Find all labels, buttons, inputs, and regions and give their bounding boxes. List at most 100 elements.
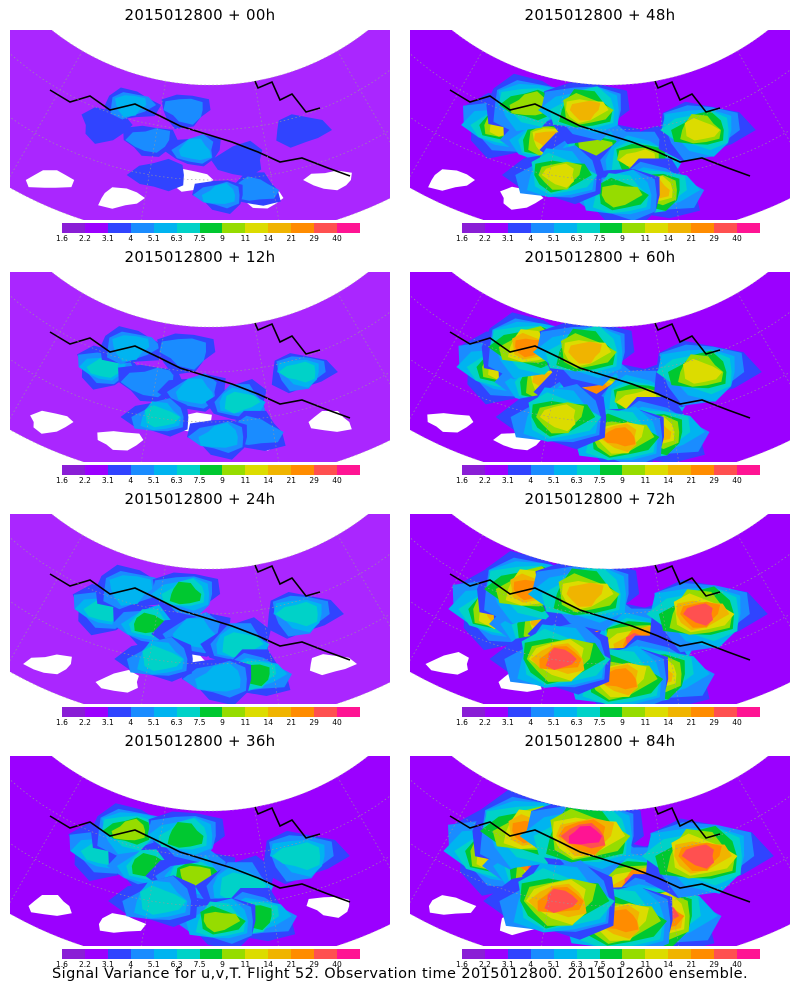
colorbar-label: 2.2 <box>78 234 91 243</box>
colorbar-label: 40 <box>332 234 342 243</box>
colorbar-label: 1.6 <box>456 234 468 243</box>
map-panel-36h: 2015012800 + 36h 1.6 2.2 3.1 4 5.1 6.3 7.5 9 11 14… <box>0 726 400 970</box>
variance-field <box>410 756 790 946</box>
colorbar-swatch <box>668 465 692 475</box>
colorbar-label: 21 <box>686 960 696 969</box>
colorbar-swatch <box>484 465 508 475</box>
colorbar-swatch <box>199 465 223 475</box>
colorbar-label: 21 <box>286 718 296 727</box>
colorbar-swatch <box>222 465 246 475</box>
colorbar-label: 29 <box>709 718 719 727</box>
colorbar-swatch <box>268 465 292 475</box>
colorbar-swatch <box>291 223 315 233</box>
colorbar-label: 5.1 <box>547 234 560 243</box>
coastline <box>49 815 351 903</box>
colorbar-label: 4 <box>128 718 134 727</box>
colorbar-swatch <box>645 707 669 717</box>
colorbar-swatch <box>199 707 223 717</box>
colorbar-label: 2.2 <box>478 960 491 969</box>
colorbar-label: 3.1 <box>101 234 114 243</box>
colorbar-swatch <box>553 465 577 475</box>
colorbar-label: 29 <box>709 960 719 969</box>
map-panel-0h: 2015012800 + 00h 1.6 2.2 3.1 4 5.1 6.3 7.5 9 11 14… <box>0 0 400 244</box>
colorbar-label: 1.6 <box>56 234 68 243</box>
colorbar-label: 14 <box>263 960 274 969</box>
colorbar-label: 40 <box>332 476 342 485</box>
colorbar-labels: 1.6 2.2 3.1 4 5.1 6.3 7.5 9 11 14 21 29 40 <box>456 960 760 970</box>
colorbar-label: 9 <box>220 718 225 727</box>
coastline <box>49 331 351 419</box>
colorbar-label: 2.2 <box>478 718 491 727</box>
colorbar-label: 40 <box>732 476 742 485</box>
colorbar-swatch <box>530 707 554 717</box>
colorbar-swatch <box>268 949 292 959</box>
colorbar-label: 21 <box>686 234 696 243</box>
colorbar-label: 4 <box>128 960 134 969</box>
colorbar-swatch <box>691 223 715 233</box>
coastline <box>449 573 751 661</box>
colorbar-label: 21 <box>286 234 296 243</box>
colorbar-swatch <box>668 707 692 717</box>
colorbar-label: 14 <box>663 476 674 485</box>
colorbar-swatch <box>84 707 108 717</box>
colorbar-label: 9 <box>620 960 625 969</box>
colorbar-label: 5.1 <box>147 960 160 969</box>
colorbar-labels: 1.6 2.2 3.1 4 5.1 6.3 7.5 9 11 14 21 29 40 <box>56 960 360 970</box>
colorbar-label: 7.5 <box>593 234 606 243</box>
colorbar-labels: 1.6 2.2 3.1 4 5.1 6.3 7.5 9 11 14 21 29 40 <box>56 234 360 244</box>
colorbar-label: 3.1 <box>501 960 514 969</box>
colorbar-label: 1.6 <box>56 476 68 485</box>
colorbar-label: 11 <box>240 476 251 485</box>
colorbar-label: 6.3 <box>170 960 183 969</box>
colorbar-label: 5.1 <box>147 476 160 485</box>
colorbar-swatch <box>62 949 85 959</box>
colorbar-swatch <box>645 949 669 959</box>
colorbar-swatch <box>507 707 531 717</box>
colorbar-swatch <box>130 223 154 233</box>
map-panel-84h: 2015012800 + 84h 1.6 2.2 3.1 4 5.1 6.3 7.5 9 11 14… <box>400 726 800 970</box>
colorbar-swatch <box>530 949 554 959</box>
colorbar-label: 4 <box>528 718 534 727</box>
colorbar <box>462 707 760 717</box>
colorbar-swatch <box>599 465 623 475</box>
colorbar-swatch <box>530 223 554 233</box>
colorbar <box>62 949 360 959</box>
colorbar-swatch <box>737 223 760 233</box>
colorbar-swatch <box>291 707 315 717</box>
variance-field <box>410 272 790 462</box>
colorbar-swatch <box>576 949 600 959</box>
colorbar-swatch <box>622 949 646 959</box>
colorbar-swatch <box>199 223 223 233</box>
colorbar-swatch <box>622 223 646 233</box>
colorbar-swatch <box>599 223 623 233</box>
colorbar-label: 40 <box>332 960 342 969</box>
colorbar-label: 1.6 <box>56 960 68 969</box>
figure-caption: Signal Variance for u,v,T. Flight 52. Ob… <box>52 966 748 982</box>
variance-field <box>10 514 390 704</box>
colorbar-swatch <box>645 223 669 233</box>
colorbar-swatch <box>337 223 360 233</box>
colorbar-label: 1.6 <box>56 718 68 727</box>
panel-title: 2015012800 + 36h <box>124 732 276 750</box>
colorbar-swatch <box>107 223 131 233</box>
colorbar-swatch <box>691 707 715 717</box>
colorbar-swatch <box>245 949 269 959</box>
colorbar-label: 21 <box>286 960 296 969</box>
variance-map <box>10 756 390 946</box>
variance-field <box>10 756 390 946</box>
colorbar-swatch <box>337 949 360 959</box>
colorbar-label: 3.1 <box>501 476 514 485</box>
map-panel-12h: 2015012800 + 12h 1.6 2.2 3.1 4 5.1 6.3 7.5 9 11 14… <box>0 242 400 485</box>
map-panel-72h: 2015012800 + 72h 1.6 2.2 3.1 4 5.1 6.3 7.5 9 11 14… <box>400 484 800 727</box>
colorbar-swatch <box>668 223 692 233</box>
colorbar-swatch <box>291 465 315 475</box>
colorbar-swatch <box>62 707 85 717</box>
colorbar-swatch <box>314 707 338 717</box>
colorbar-swatch <box>176 223 200 233</box>
colorbar-label: 40 <box>732 234 742 243</box>
variance-field <box>10 272 390 462</box>
colorbar-swatch <box>107 707 131 717</box>
colorbar-label: 6.3 <box>570 960 583 969</box>
colorbar-label: 6.3 <box>570 234 583 243</box>
variance-map <box>10 272 390 462</box>
